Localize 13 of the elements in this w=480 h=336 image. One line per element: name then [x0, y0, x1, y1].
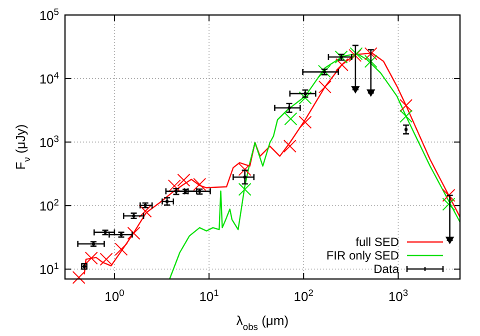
x-tick-label: 10$^{2}$: [294, 288, 314, 304]
legend-label: Data: [374, 262, 400, 276]
legend-label: full SED: [356, 235, 400, 249]
y-tick-label: 10$^{4}$: [39, 70, 59, 87]
y-tick-label: 10$^{5}$: [39, 7, 59, 23]
legend-label: FIR only SED: [326, 248, 400, 262]
x-tick-label: 10$^{0}$: [104, 288, 124, 304]
x-tick-label: 10$^{1}$: [199, 288, 219, 304]
y-tick-label: 10$^{1}$: [39, 261, 59, 278]
y-tick-label: 10$^{3}$: [39, 134, 59, 150]
y-tick-label: 10$^{2}$: [39, 198, 59, 214]
x-tick-label: 10$^{3}$: [388, 288, 408, 304]
x-axis-title: λ$_{obs}$ (μm): [236, 313, 289, 332]
